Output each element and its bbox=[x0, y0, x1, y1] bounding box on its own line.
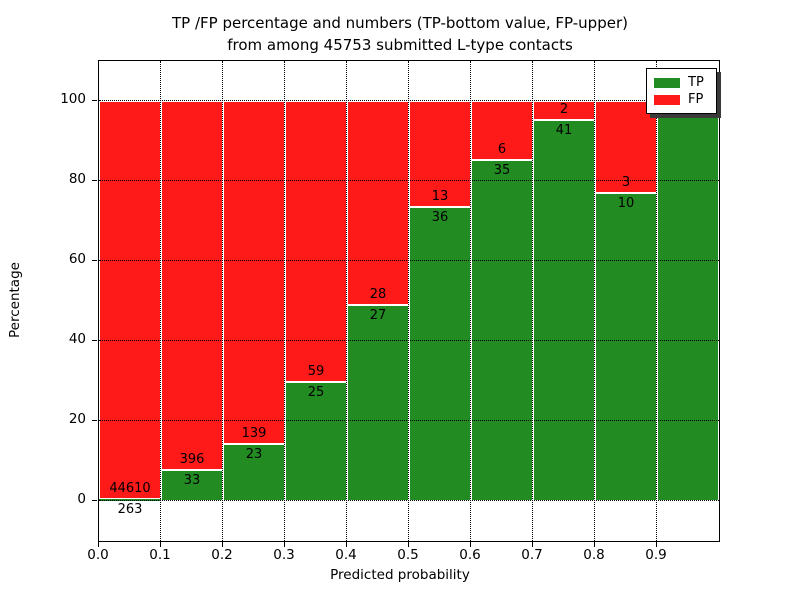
bar-segment-tp[interactable] bbox=[595, 193, 657, 501]
horizontal-gridline bbox=[99, 260, 719, 262]
horizontal-gridline bbox=[99, 420, 719, 422]
fp-count-label: 44610 bbox=[109, 480, 151, 496]
y-tick-mark bbox=[92, 260, 97, 261]
x-tick-mark bbox=[594, 542, 595, 547]
x-tick-label: 0.1 bbox=[149, 547, 171, 563]
vertical-gridline bbox=[656, 61, 658, 541]
y-tick-label: 0 bbox=[77, 491, 86, 507]
chart-title-line2: from among 45753 submitted L-type contac… bbox=[227, 36, 573, 54]
fp-count-label: 13 bbox=[431, 189, 449, 205]
legend-label-fp: FP bbox=[688, 92, 704, 107]
bar-segment-fp[interactable] bbox=[595, 101, 657, 194]
tp-count-label: 27 bbox=[369, 307, 387, 323]
vertical-gridline bbox=[284, 61, 286, 541]
fp-count-label: 2 bbox=[559, 101, 569, 117]
y-tick-mark bbox=[92, 100, 97, 101]
x-tick-mark bbox=[284, 542, 285, 547]
horizontal-gridline bbox=[99, 100, 719, 102]
horizontal-gridline bbox=[99, 500, 719, 502]
vertical-gridline bbox=[222, 61, 224, 541]
x-tick-label: 0.0 bbox=[87, 547, 109, 563]
tp-color-swatch bbox=[654, 77, 680, 88]
bar-segment-fp[interactable] bbox=[409, 101, 471, 208]
plot-area: 4461026339633139235925282713366352413104… bbox=[98, 60, 720, 542]
tp-count-label: 33 bbox=[183, 473, 201, 489]
x-tick-mark bbox=[346, 542, 347, 547]
x-tick-label: 0.2 bbox=[211, 547, 233, 563]
fp-count-label: 396 bbox=[179, 452, 205, 468]
bar-segment-tp[interactable] bbox=[99, 498, 161, 501]
y-tick-label: 60 bbox=[68, 251, 86, 267]
fp-count-label: 59 bbox=[307, 363, 325, 379]
bar-segment-fp[interactable] bbox=[471, 101, 533, 160]
bar-segment-fp[interactable] bbox=[347, 101, 409, 305]
bar-segment-fp[interactable] bbox=[161, 101, 223, 471]
tp-count-label: 23 bbox=[245, 447, 263, 463]
vertical-gridline bbox=[594, 61, 596, 541]
fp-color-swatch bbox=[654, 94, 680, 105]
x-axis-label: Predicted probability bbox=[330, 567, 470, 583]
x-tick-label: 0.9 bbox=[645, 547, 667, 563]
x-tick-mark bbox=[98, 542, 99, 547]
chart-title-line1: TP /FP percentage and numbers (TP-bottom… bbox=[172, 14, 628, 32]
tp-count-label: 10 bbox=[617, 196, 635, 212]
x-tick-mark bbox=[656, 542, 657, 547]
bar-segment-fp[interactable] bbox=[99, 101, 161, 499]
tp-count-label: 25 bbox=[307, 384, 325, 400]
tp-count-label: 41 bbox=[555, 122, 573, 138]
legend-label-tp: TP bbox=[688, 75, 704, 90]
x-tick-mark bbox=[408, 542, 409, 547]
vertical-gridline bbox=[532, 61, 534, 541]
bar-segment-fp[interactable] bbox=[285, 101, 347, 382]
bar-segment-fp[interactable] bbox=[223, 101, 285, 445]
y-tick-mark bbox=[92, 340, 97, 341]
bar-segment-tp[interactable] bbox=[409, 207, 471, 501]
y-axis-label: Percentage bbox=[7, 262, 23, 338]
bar-segment-tp[interactable] bbox=[471, 159, 533, 501]
fp-count-label: 139 bbox=[241, 426, 267, 442]
x-tick-label: 0.8 bbox=[583, 547, 605, 563]
vertical-gridline bbox=[408, 61, 410, 541]
y-tick-label: 40 bbox=[68, 331, 86, 347]
legend-item-tp: TP bbox=[654, 74, 716, 91]
x-tick-mark bbox=[160, 542, 161, 547]
x-tick-mark bbox=[470, 542, 471, 547]
x-tick-label: 0.5 bbox=[397, 547, 419, 563]
legend: TP FP bbox=[646, 68, 717, 114]
y-tick-label: 20 bbox=[68, 411, 86, 427]
x-tick-label: 0.6 bbox=[459, 547, 481, 563]
fp-count-label: 6 bbox=[497, 141, 507, 157]
y-tick-mark bbox=[92, 180, 97, 181]
x-tick-label: 0.4 bbox=[335, 547, 357, 563]
vertical-gridline bbox=[346, 61, 348, 541]
x-tick-mark bbox=[222, 542, 223, 547]
x-tick-label: 0.3 bbox=[273, 547, 295, 563]
tp-count-label: 263 bbox=[117, 501, 143, 517]
vertical-gridline bbox=[470, 61, 472, 541]
vertical-gridline bbox=[160, 61, 162, 541]
y-tick-label: 100 bbox=[60, 91, 86, 107]
bar-segment-tp[interactable] bbox=[533, 119, 595, 501]
y-tick-mark bbox=[92, 500, 97, 501]
y-tick-mark bbox=[92, 420, 97, 421]
x-tick-mark bbox=[532, 542, 533, 547]
fp-count-label: 3 bbox=[621, 175, 631, 191]
horizontal-gridline bbox=[99, 180, 719, 182]
fp-count-label: 28 bbox=[369, 286, 387, 302]
bar-segment-tp[interactable] bbox=[347, 304, 409, 501]
x-tick-label: 0.7 bbox=[521, 547, 543, 563]
horizontal-gridline bbox=[99, 340, 719, 342]
y-tick-label: 80 bbox=[68, 171, 86, 187]
tp-count-label: 35 bbox=[493, 162, 511, 178]
bar-segment-tp[interactable] bbox=[657, 101, 719, 501]
legend-item-fp: FP bbox=[654, 91, 716, 108]
tp-count-label: 36 bbox=[431, 210, 449, 226]
